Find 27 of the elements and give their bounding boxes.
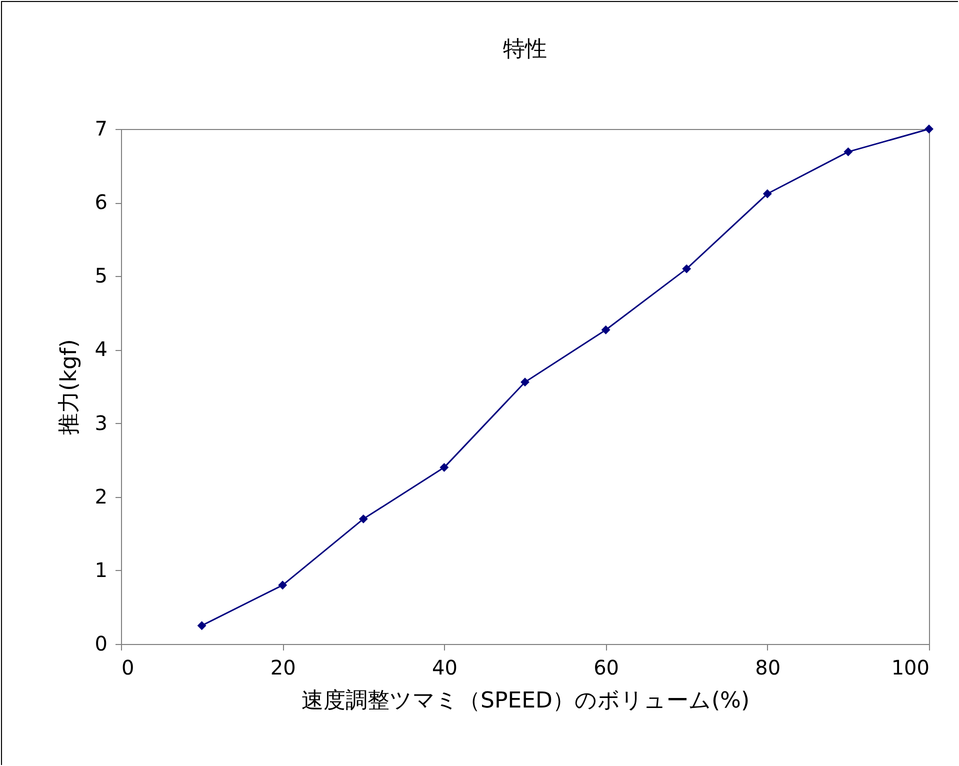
- point: [440, 462, 449, 472]
- point: [762, 189, 772, 198]
- chart-title: 特性: [503, 37, 547, 62]
- point: [601, 325, 610, 334]
- y-tick-label: 3: [94, 410, 108, 435]
- point: [520, 378, 530, 387]
- point: [197, 621, 206, 630]
- y-tick-label: 1: [94, 558, 108, 582]
- y-tick-label: 6: [94, 190, 108, 214]
- point: [278, 580, 288, 590]
- point: [358, 514, 368, 524]
- x-tick-label: 80: [755, 656, 781, 680]
- x-tick-label: 40: [432, 656, 458, 680]
- point: [924, 124, 934, 134]
- x-tick-label: 60: [594, 656, 620, 680]
- x-tick-label: 20: [270, 656, 296, 680]
- y-tick-label: 7: [94, 116, 108, 140]
- point: [682, 264, 692, 274]
- x-tick-label: 0: [122, 656, 134, 680]
- y-tick-label: 4: [94, 337, 108, 362]
- y-axis-title: 推力(kgf): [56, 339, 82, 435]
- x-tick-label: 100: [891, 656, 930, 680]
- y-tick-label: 5: [94, 264, 108, 288]
- y-tick-label: 0: [94, 632, 108, 656]
- point: [844, 147, 853, 156]
- x-axis-title: 速度調整ツマミ（SPEED）のボリューム(%): [301, 688, 750, 714]
- y-tick-label: 2: [94, 484, 108, 508]
